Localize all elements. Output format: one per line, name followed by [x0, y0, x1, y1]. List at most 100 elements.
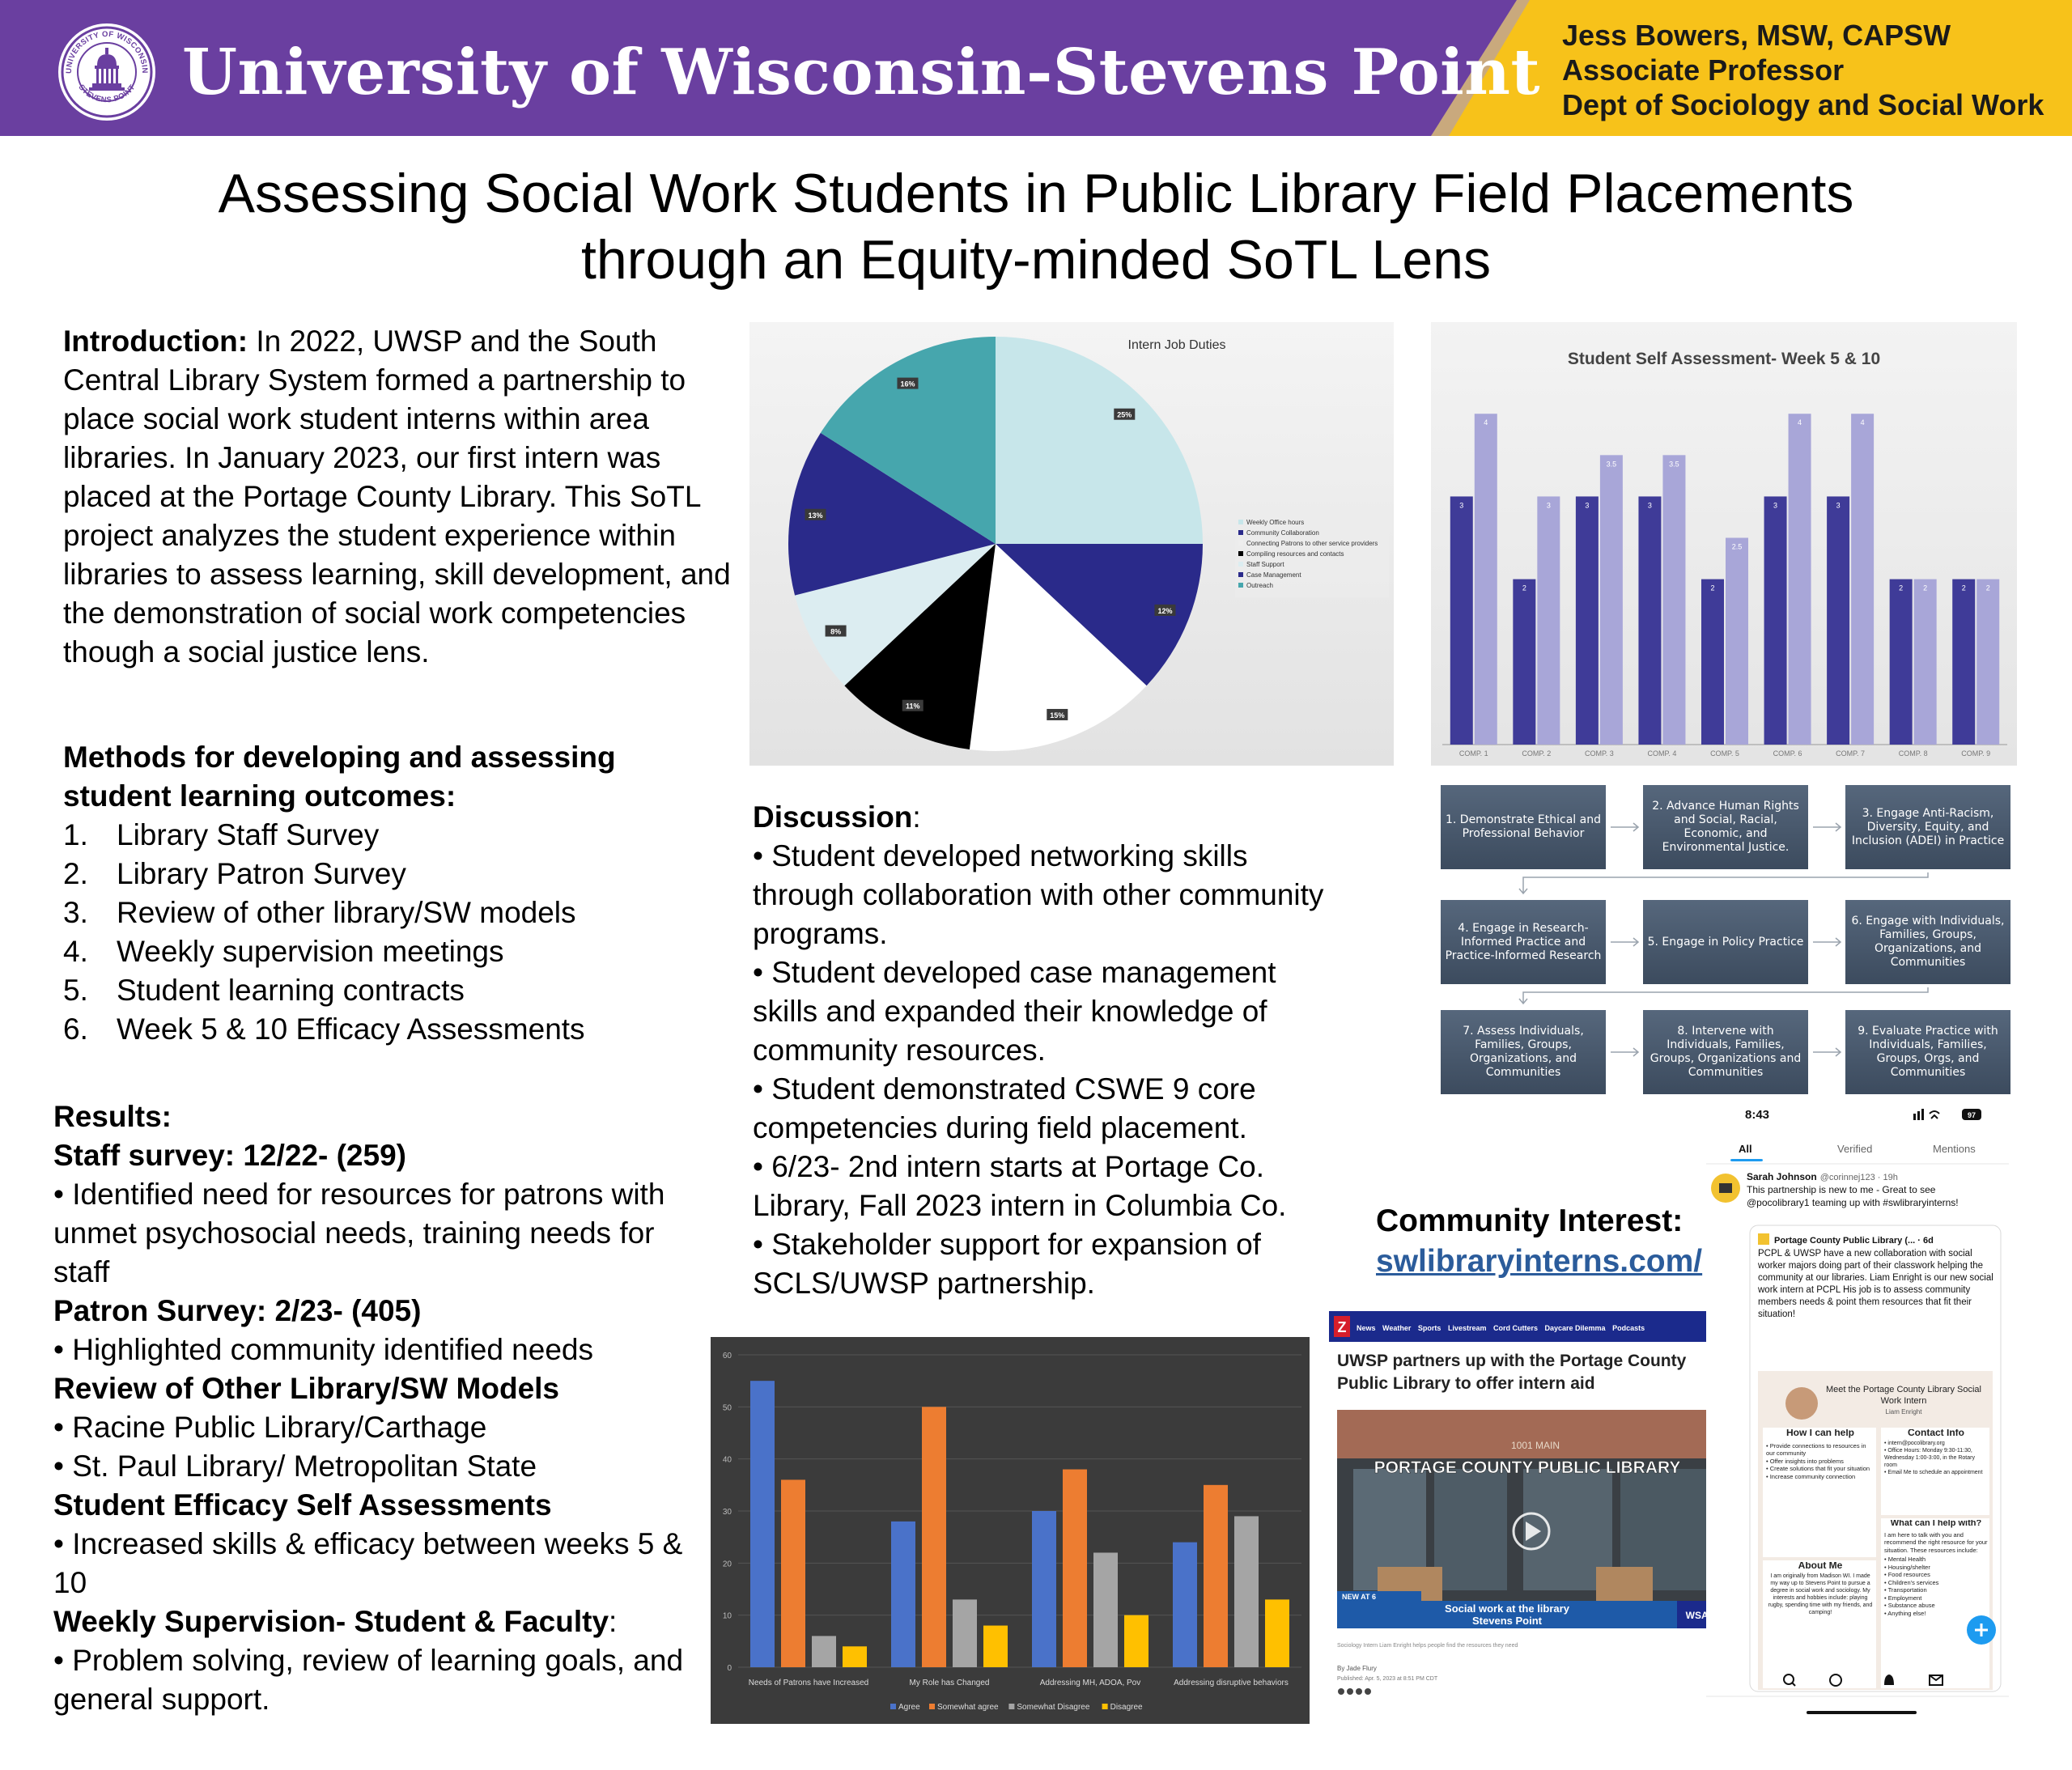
competency-box	[1643, 785, 1808, 869]
self-assessment-category: COMP. 3	[1585, 749, 1614, 758]
phone-time: 8:43	[1745, 1108, 1769, 1122]
staff-survey-bar	[953, 1599, 977, 1667]
self-assessment-category: COMP. 5	[1710, 749, 1739, 758]
community-interest-link[interactable]: swlibraryinterns.com/	[1376, 1244, 1703, 1279]
y-tick-label: 0	[727, 1664, 732, 1673]
flyer-contact-heading: Contact Info	[1908, 1429, 1964, 1438]
self-assessment-bar	[1450, 496, 1473, 745]
news-nav-link[interactable]: Daycare Dilemma	[1545, 1324, 1607, 1332]
share-facebook-icon[interactable]	[1338, 1688, 1344, 1695]
news-nav-link[interactable]: Livestream	[1448, 1324, 1487, 1332]
flyer-what-item: • Substance abuse	[1884, 1602, 1935, 1609]
tweet-user-name[interactable]: Sarah Johnson	[1747, 1171, 1817, 1182]
staff-survey-bar	[1173, 1542, 1197, 1667]
self-assessment-data-label: 3	[1773, 501, 1777, 509]
self-assessment-bar	[1599, 455, 1623, 745]
news-sign: PORTAGE COUNTY PUBLIC LIBRARY	[1374, 1458, 1681, 1477]
competency-box	[1643, 900, 1808, 984]
efficacy-text: • Increased skills & efficacy between we…	[53, 1527, 683, 1599]
news-lower-third-location: Stevens Point	[1472, 1615, 1543, 1627]
legend-entry: Somewhat agree	[937, 1703, 999, 1712]
flyer-what-item: • Mental Health	[1884, 1556, 1926, 1563]
pie-label-box	[897, 377, 919, 389]
news-nav-link[interactable]: News	[1357, 1324, 1376, 1332]
competency-flow-svg: 1. Demonstrate Ethical and Professional …	[1441, 785, 2010, 1094]
staff-survey-bar	[1124, 1615, 1149, 1667]
self-assessment-data-label: 4	[1484, 418, 1488, 427]
legend-entry: Case Management	[1246, 571, 1301, 579]
pie-slice	[969, 544, 1147, 752]
flyer-help-item: • Create solutions that fit your situati…	[1766, 1465, 1870, 1472]
staff-survey-bar	[750, 1381, 775, 1667]
share-pinterest-icon[interactable]	[1356, 1688, 1362, 1695]
author-block: Jess Bowers, MSW, CAPSW Associate Profes…	[1562, 18, 2044, 122]
legend-swatch	[890, 1704, 896, 1709]
self-assessment-data-label: 2	[1923, 584, 1927, 592]
efficacy-heading: Student Efficacy Self Assessments	[53, 1488, 552, 1522]
flyer-help-item: • Offer insights into problems	[1766, 1457, 1844, 1465]
messages-icon[interactable]	[1929, 1674, 1943, 1686]
competency-box	[1845, 1010, 2010, 1094]
list-item: 3. Review of other library/SW models	[63, 896, 576, 929]
news-article-svg: Z News Weather Sports Livestream Cord Cu…	[1329, 1311, 1735, 1695]
self-assessment-data-label: 2	[1986, 584, 1990, 592]
author-department: Dept of Sociology and Social Work	[1562, 88, 2044, 121]
list-item: 4. Weekly supervision meetings	[63, 935, 504, 968]
notifications-icon[interactable]	[1884, 1674, 1894, 1685]
competency-label: 1. Demonstrate Ethical and Professional …	[1445, 813, 1601, 840]
share-twitter-icon[interactable]	[1347, 1688, 1353, 1695]
self-assessment-bar	[1575, 496, 1599, 745]
discussion-item: • 6/23- 2nd intern starts at Portage Co.…	[753, 1150, 1287, 1222]
self-assessment-data-label: 2	[1899, 584, 1903, 592]
legend-entry: Somewhat Disagree	[1017, 1703, 1089, 1712]
flyer-help-item: • Increase community connection	[1766, 1472, 1856, 1480]
pie-slice	[788, 432, 996, 596]
legend-swatch	[1238, 520, 1243, 524]
tab-all[interactable]: All	[1739, 1143, 1752, 1155]
discussion-item: • Student developed networking skills th…	[753, 839, 1324, 950]
flow-arrow	[1518, 987, 1929, 1005]
pie-label-box	[1154, 604, 1176, 616]
tab-mentions[interactable]: Mentions	[1933, 1143, 1976, 1155]
news-logo-letter: Z	[1338, 1319, 1347, 1335]
competency-label: 6. Engage with Individuals, Families, Gr…	[1851, 915, 2005, 969]
svg-text:Sarah Johnson@corinnej123 · 19: Sarah Johnson @corinnej123 · 19h	[1747, 1171, 1898, 1182]
review-model-item: • St. Paul Library/ Metropolitan State	[53, 1450, 537, 1483]
news-nav-link[interactable]: Podcasts	[1612, 1324, 1645, 1332]
communities-icon[interactable]	[1829, 1674, 1842, 1687]
flyer-about-text: I am originally from Madison WI. I made …	[1768, 1573, 1873, 1615]
legend-swatch	[1238, 572, 1243, 577]
pie-label-box	[825, 625, 847, 637]
discussion-item: • Stakeholder support for expansion of S…	[753, 1228, 1261, 1300]
self-assessment-data-label: 2	[1522, 584, 1526, 592]
discussion-heading-line: Discussion:	[753, 800, 921, 834]
self-assessment-data-label: 3	[1836, 501, 1841, 509]
legend-swatch	[1238, 541, 1243, 545]
flow-arrow	[1813, 822, 1842, 832]
author-name: Jess Bowers, MSW, CAPSW	[1562, 19, 1951, 52]
flyer-about-heading: About Me	[1798, 1562, 1843, 1571]
flow-arrow	[1813, 1047, 1842, 1057]
flyer-intern-name: Liam Enright	[1885, 1408, 1922, 1416]
legend-entry: Weekly Office hours	[1246, 519, 1304, 526]
community-interest-section: Community Interest: swlibraryinterns.com…	[1376, 1201, 1781, 1282]
competency-label: 7. Assess Individuals, Families, Groups,…	[1463, 1025, 1584, 1079]
self-assessment-bar	[1764, 496, 1787, 745]
flyer-what-item: • Transportation	[1884, 1586, 1927, 1594]
introduction-label: Introduction:	[63, 325, 248, 358]
tab-verified[interactable]: Verified	[1837, 1143, 1872, 1155]
share-email-icon[interactable]	[1365, 1688, 1371, 1695]
y-tick-label: 50	[723, 1403, 732, 1412]
competency-label: 2. Advance Human Rights and Social, Raci…	[1652, 800, 1799, 854]
review-model-item: • Racine Public Library/Carthage	[53, 1411, 487, 1444]
news-nav-link[interactable]: Weather	[1382, 1324, 1412, 1332]
news-photo-caption: Sociology Intern Liam Enright helps peop…	[1337, 1643, 1518, 1649]
news-nav-link[interactable]: Cord Cutters	[1493, 1324, 1538, 1332]
self-assessment-data-label: 3	[1648, 501, 1652, 509]
video-play-icon[interactable]	[1512, 1512, 1551, 1551]
news-nav-link[interactable]: Sports	[1418, 1324, 1441, 1332]
pie-label-box	[805, 508, 826, 520]
search-icon[interactable]	[1783, 1674, 1794, 1685]
flyer-contact-item: • intern@pocolibrary.org	[1884, 1441, 1945, 1446]
header-gold-block	[1449, 0, 2072, 136]
